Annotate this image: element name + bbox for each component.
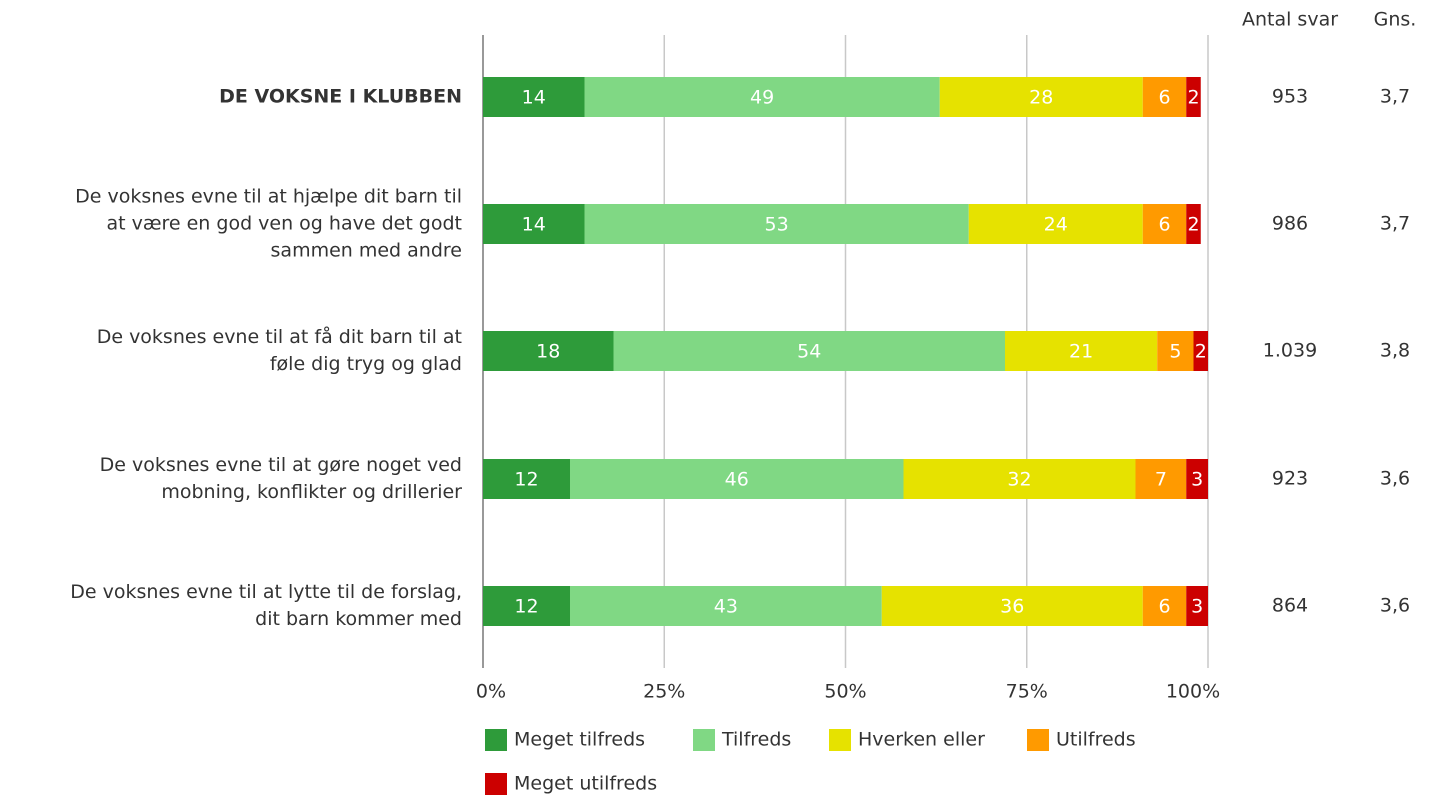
legend-swatch bbox=[829, 729, 851, 751]
data-label: 18 bbox=[536, 341, 560, 363]
bar-segment bbox=[1142, 586, 1187, 626]
category-label: DE VOKSNE I KLUBBEN bbox=[219, 85, 462, 108]
bar-segment bbox=[1186, 77, 1201, 117]
data-label: 54 bbox=[797, 341, 821, 363]
bar-segment bbox=[1142, 204, 1187, 244]
category-label: De voksnes evne til at gøre noget ved mo… bbox=[99, 454, 462, 503]
category-label: De voksnes evne til at hjælpe dit barn t… bbox=[75, 185, 462, 262]
bar-segment bbox=[584, 204, 969, 244]
bar-segment bbox=[1186, 586, 1208, 626]
data-label: 24 bbox=[1044, 214, 1068, 236]
data-label: 2 bbox=[1187, 87, 1199, 109]
data-label: 7 bbox=[1155, 469, 1167, 491]
x-tick-label: 75% bbox=[1006, 681, 1048, 703]
column-value: 864 bbox=[1272, 595, 1308, 617]
data-label: 5 bbox=[1169, 341, 1181, 363]
bar-segment bbox=[903, 459, 1136, 499]
column-value: 3,8 bbox=[1380, 340, 1410, 362]
data-label: 46 bbox=[725, 469, 749, 491]
bar-segment bbox=[483, 331, 614, 371]
legend-swatch bbox=[485, 729, 507, 751]
bar-segment bbox=[881, 586, 1143, 626]
x-tick-label: 50% bbox=[824, 681, 866, 703]
legend-label: Utilfreds bbox=[1056, 729, 1136, 751]
data-label: 28 bbox=[1029, 87, 1053, 109]
column-value: 986 bbox=[1272, 213, 1308, 235]
data-label: 12 bbox=[514, 596, 538, 618]
column-value: 3,6 bbox=[1380, 595, 1410, 617]
x-tick-label: 100% bbox=[1166, 681, 1220, 703]
bar-segment bbox=[1157, 331, 1194, 371]
column-value: 1.039 bbox=[1263, 340, 1317, 362]
bar-segment bbox=[483, 204, 585, 244]
data-label: 43 bbox=[714, 596, 738, 618]
legend-swatch bbox=[693, 729, 715, 751]
bar-segment bbox=[570, 459, 904, 499]
legend-label: Meget utilfreds bbox=[514, 773, 657, 795]
bar-segment bbox=[1186, 204, 1201, 244]
data-label: 6 bbox=[1158, 87, 1170, 109]
legend-swatch bbox=[1027, 729, 1049, 751]
column-value: 3,6 bbox=[1380, 468, 1410, 490]
legend-label: Meget tilfreds bbox=[514, 729, 645, 751]
data-label: 36 bbox=[1000, 596, 1024, 618]
column-value: 923 bbox=[1272, 468, 1308, 490]
bar-segment bbox=[613, 331, 1005, 371]
category-label: De voksnes evne til at få dit barn til a… bbox=[96, 326, 462, 375]
bar-segment bbox=[939, 77, 1143, 117]
legend-swatch bbox=[485, 773, 507, 795]
column-value: 953 bbox=[1272, 86, 1308, 108]
data-label: 32 bbox=[1007, 469, 1031, 491]
bar-segment bbox=[1142, 77, 1187, 117]
legend-label: Tilfreds bbox=[721, 729, 791, 751]
data-label: 2 bbox=[1187, 214, 1199, 236]
category-label: De voksnes evne til at lytte til de fors… bbox=[70, 581, 462, 630]
data-label: 3 bbox=[1191, 596, 1203, 618]
column-header: Antal svar bbox=[1242, 9, 1338, 31]
bar-segment bbox=[1135, 459, 1187, 499]
data-label: 14 bbox=[522, 87, 546, 109]
data-label: 49 bbox=[750, 87, 774, 109]
data-label: 12 bbox=[514, 469, 538, 491]
bar-segment bbox=[1005, 331, 1158, 371]
column-value: 3,7 bbox=[1380, 213, 1410, 235]
data-label: 2 bbox=[1195, 341, 1207, 363]
data-label: 14 bbox=[522, 214, 546, 236]
data-label: 21 bbox=[1069, 341, 1093, 363]
bar-segment bbox=[483, 459, 570, 499]
data-label: 53 bbox=[765, 214, 789, 236]
bar-segment bbox=[1193, 331, 1208, 371]
column-value: 3,7 bbox=[1380, 86, 1410, 108]
bar-segment bbox=[483, 77, 585, 117]
column-header: Gns. bbox=[1374, 9, 1417, 31]
bar-segment bbox=[1186, 459, 1208, 499]
data-label: 6 bbox=[1158, 214, 1170, 236]
legend-label: Hverken eller bbox=[858, 729, 985, 751]
bar-segment bbox=[483, 586, 570, 626]
x-tick-label: 25% bbox=[643, 681, 685, 703]
data-label: 6 bbox=[1158, 596, 1170, 618]
bar-segment bbox=[968, 204, 1143, 244]
data-label: 3 bbox=[1191, 469, 1203, 491]
x-tick-label: 0% bbox=[476, 681, 506, 703]
bar-segment bbox=[570, 586, 882, 626]
bar-segment bbox=[584, 77, 940, 117]
